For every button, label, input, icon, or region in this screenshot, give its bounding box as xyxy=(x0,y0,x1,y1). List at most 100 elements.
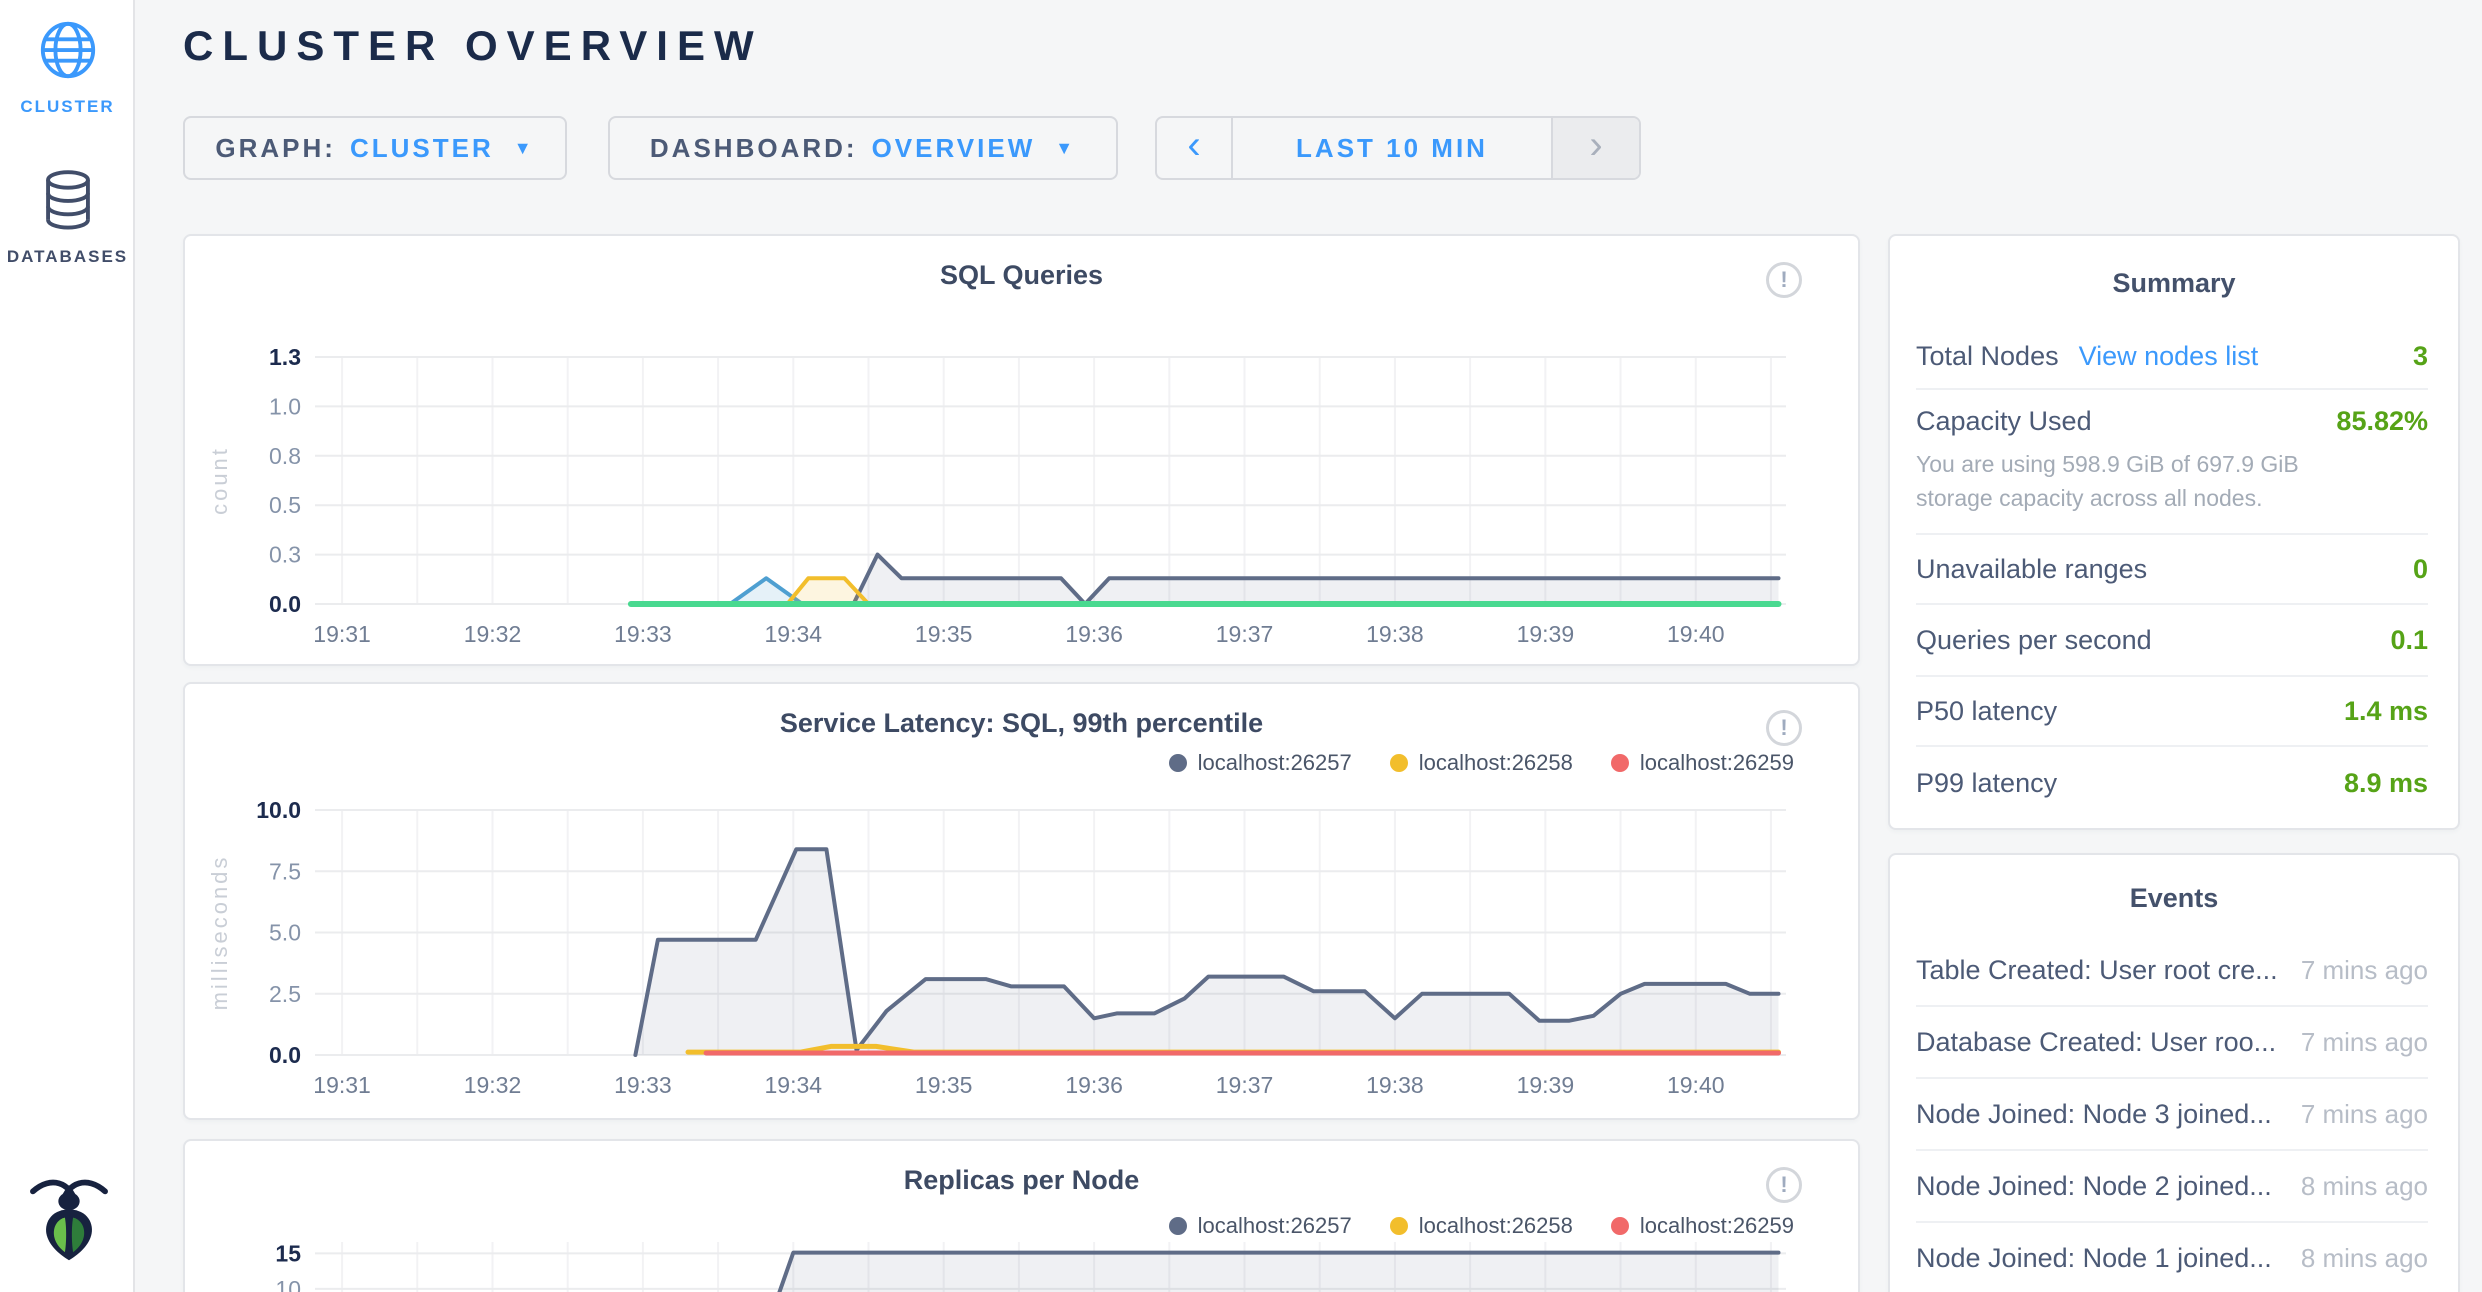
dashboard-dropdown-label: DASHBOARD: xyxy=(650,133,858,164)
svg-text:19:34: 19:34 xyxy=(765,1072,823,1098)
svg-text:19:38: 19:38 xyxy=(1366,621,1424,647)
svg-text:0.5: 0.5 xyxy=(269,492,301,518)
time-range-selector: ‹ LAST 10 MIN › xyxy=(1155,116,1641,180)
svg-text:10: 10 xyxy=(275,1276,301,1292)
svg-text:5.0: 5.0 xyxy=(269,920,301,946)
event-row[interactable]: Node Joined: Node 2 joined... 8 mins ago xyxy=(1916,1151,2428,1223)
legend-item: localhost:26259 xyxy=(1611,1213,1794,1239)
svg-text:19:39: 19:39 xyxy=(1517,1072,1575,1098)
svg-text:0.3: 0.3 xyxy=(269,542,301,568)
sql-queries-card: 0.0 0.3 0.5 0.8 1.0 1.3 19:31 19:32 19:33 19:34 19… xyxy=(183,234,1860,666)
time-next-button[interactable]: › xyxy=(1551,118,1639,178)
series-dot-icon xyxy=(1169,1217,1187,1235)
capacity-label: Capacity Used xyxy=(1916,406,2092,437)
chevron-left-icon: ‹ xyxy=(1187,123,1200,168)
events-title: Events xyxy=(1890,855,2458,935)
chart-title: Replicas per Node xyxy=(185,1165,1858,1196)
svg-text:19:34: 19:34 xyxy=(765,621,823,647)
svg-text:0.8: 0.8 xyxy=(269,443,301,469)
summary-title: Summary xyxy=(1890,236,2458,324)
info-icon[interactable]: ! xyxy=(1766,710,1802,746)
dashboard-dropdown-value: OVERVIEW xyxy=(872,133,1036,164)
svg-text:19:35: 19:35 xyxy=(915,621,973,647)
svg-text:19:39: 19:39 xyxy=(1517,621,1575,647)
capacity-value: 85.82% xyxy=(2336,406,2428,437)
chevron-right-icon: › xyxy=(1589,123,1602,168)
svg-text:19:35: 19:35 xyxy=(915,1072,973,1098)
summary-panel: Summary Total Nodes View nodes list 3 Cap… xyxy=(1888,234,2460,830)
series-dot-icon xyxy=(1390,1217,1408,1235)
sidebar-item-cluster[interactable]: CLUSTER xyxy=(0,18,135,117)
sidebar-item-databases[interactable]: DATABASES xyxy=(0,170,135,267)
summary-row-total-nodes: Total Nodes View nodes list 3 xyxy=(1916,324,2428,390)
svg-text:19:36: 19:36 xyxy=(1065,1072,1123,1098)
summary-row-unavailable-ranges: Unavailable ranges 0 xyxy=(1916,535,2428,605)
graph-dropdown-value: CLUSTER xyxy=(350,133,494,164)
replicas-per-node-card: 151019:3119:3219:3319:3419:3519:3619:371… xyxy=(183,1139,1860,1292)
database-icon xyxy=(41,170,95,237)
svg-text:19:32: 19:32 xyxy=(464,1072,522,1098)
time-range-button[interactable]: LAST 10 MIN xyxy=(1233,118,1551,178)
graph-dropdown-label: GRAPH: xyxy=(215,133,336,164)
svg-text:19:40: 19:40 xyxy=(1667,621,1725,647)
info-icon[interactable]: ! xyxy=(1766,1167,1802,1203)
event-row[interactable]: Node Joined: Node 1 joined... 8 mins ago xyxy=(1916,1223,2428,1292)
svg-text:2.5: 2.5 xyxy=(269,981,301,1007)
summary-row-p50: P50 latency 1.4 ms xyxy=(1916,677,2428,747)
page-title: CLUSTER OVERVIEW xyxy=(183,22,763,70)
svg-text:19:31: 19:31 xyxy=(313,621,371,647)
svg-text:count: count xyxy=(207,446,232,515)
sidebar-item-label: DATABASES xyxy=(0,247,135,267)
svg-text:19:38: 19:38 xyxy=(1366,1072,1424,1098)
svg-text:19:36: 19:36 xyxy=(1065,621,1123,647)
svg-text:1.3: 1.3 xyxy=(269,344,301,370)
svg-text:19:32: 19:32 xyxy=(464,621,522,647)
cockroachdb-logo-icon xyxy=(28,1168,110,1264)
chevron-down-icon: ▼ xyxy=(1055,138,1076,159)
legend-item: localhost:26258 xyxy=(1390,750,1573,776)
chart-legend: localhost:26257 localhost:26258 localhos… xyxy=(1169,750,1794,776)
series-dot-icon xyxy=(1169,754,1187,772)
chart-title: Service Latency: SQL, 99th percentile xyxy=(185,708,1858,739)
svg-text:19:40: 19:40 xyxy=(1667,1072,1725,1098)
graph-dropdown[interactable]: GRAPH: CLUSTER ▼ xyxy=(183,116,567,180)
dashboard-dropdown[interactable]: DASHBOARD: OVERVIEW ▼ xyxy=(608,116,1118,180)
info-icon[interactable]: ! xyxy=(1766,262,1802,298)
event-row[interactable]: Node Joined: Node 3 joined... 7 mins ago xyxy=(1916,1079,2428,1151)
sidebar: CLUSTER DATABASES xyxy=(0,0,135,1292)
sql-queries-chart: 0.0 0.3 0.5 0.8 1.0 1.3 19:31 19:32 19:33 19:34 19… xyxy=(185,236,1862,664)
series-dot-icon xyxy=(1611,1217,1629,1235)
summary-row-qps: Queries per second 0.1 xyxy=(1916,605,2428,677)
summary-row-p99: P99 latency 8.9 ms xyxy=(1916,747,2428,819)
svg-text:19:37: 19:37 xyxy=(1216,1072,1274,1098)
event-row[interactable]: Table Created: User root cre... 7 mins a… xyxy=(1916,935,2428,1007)
legend-item: localhost:26258 xyxy=(1390,1213,1573,1239)
summary-row-capacity: Capacity Used 85.82% You are using 598.9… xyxy=(1916,390,2428,535)
chart-legend: localhost:26257 localhost:26258 localhos… xyxy=(1169,1213,1794,1239)
service-latency-card: 0.02.55.07.510.019:3119:3219:3319:3419:3… xyxy=(183,682,1860,1120)
svg-text:0.0: 0.0 xyxy=(269,1042,301,1068)
chart-title: SQL Queries xyxy=(185,260,1858,291)
series-dot-icon xyxy=(1611,754,1629,772)
svg-text:19:33: 19:33 xyxy=(614,1072,672,1098)
svg-text:19:33: 19:33 xyxy=(614,621,672,647)
svg-text:milliseconds: milliseconds xyxy=(207,855,232,1011)
svg-text:19:37: 19:37 xyxy=(1216,621,1274,647)
time-prev-button[interactable]: ‹ xyxy=(1157,118,1233,178)
series-dot-icon xyxy=(1390,754,1408,772)
legend-item: localhost:26257 xyxy=(1169,750,1352,776)
svg-text:1.0: 1.0 xyxy=(269,393,301,419)
total-nodes-label: Total Nodes xyxy=(1916,341,2059,371)
total-nodes-value: 3 xyxy=(2413,341,2428,372)
event-row[interactable]: Database Created: User roo... 7 mins ago xyxy=(1916,1007,2428,1079)
chevron-down-icon: ▼ xyxy=(514,138,535,159)
legend-item: localhost:26259 xyxy=(1611,750,1794,776)
sidebar-item-label: CLUSTER xyxy=(0,97,135,117)
svg-text:10.0: 10.0 xyxy=(256,797,301,823)
legend-item: localhost:26257 xyxy=(1169,1213,1352,1239)
events-panel: Events Table Created: User root cre... 7… xyxy=(1888,853,2460,1292)
svg-text:7.5: 7.5 xyxy=(269,858,301,884)
svg-text:0.0: 0.0 xyxy=(269,591,301,617)
globe-icon xyxy=(37,18,99,87)
view-nodes-list-link[interactable]: View nodes list xyxy=(2079,341,2259,371)
